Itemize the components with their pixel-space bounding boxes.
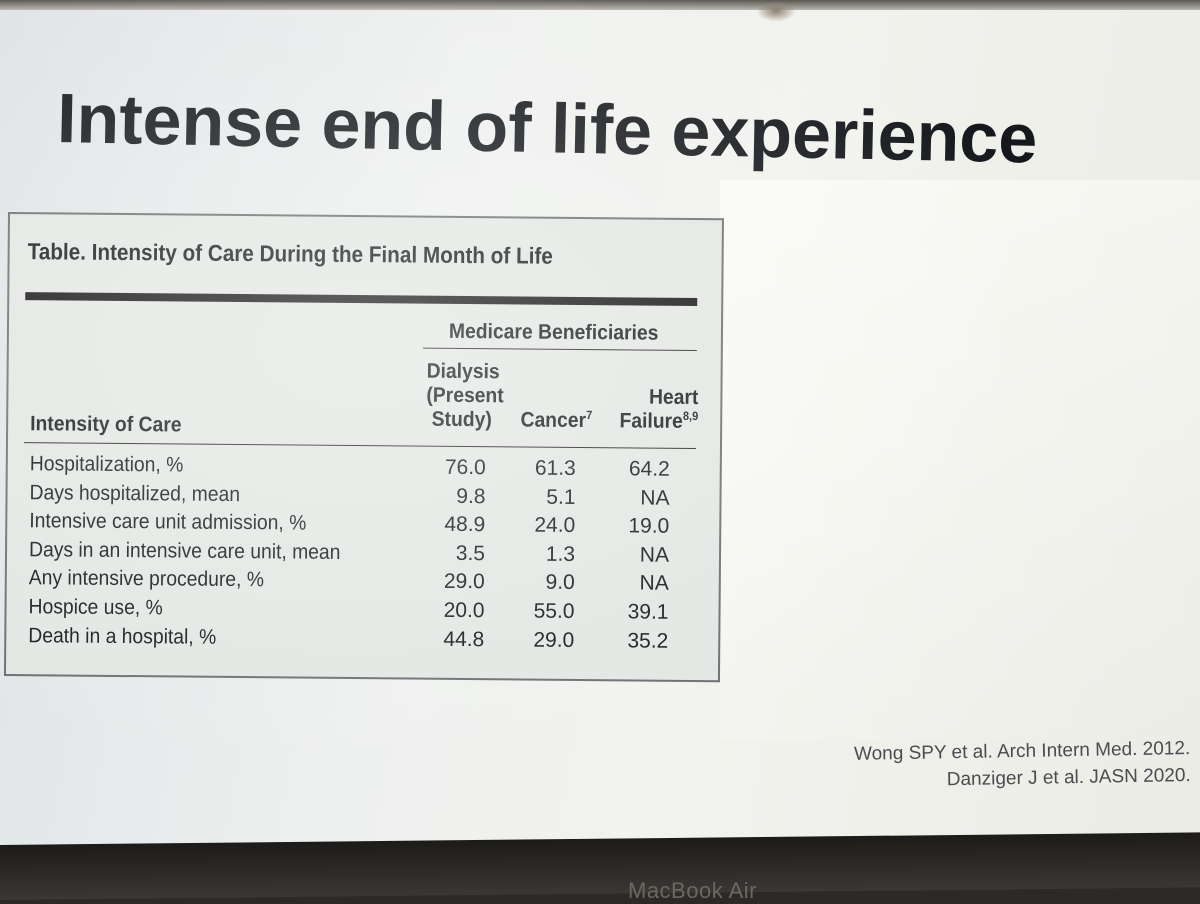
column-header-dialysis-line3: Study)	[431, 407, 492, 432]
laptop-screen: Intense end of life experience Table. In…	[0, 0, 1200, 860]
dust-speck	[756, 0, 796, 22]
cell-dialysis: 3.5	[455, 541, 486, 565]
row-header: Intensity of Care	[30, 412, 182, 437]
cell-cancer: 61.3	[534, 456, 576, 480]
cell-heart-failure: NA	[639, 543, 670, 567]
cell-cancer: 9.0	[545, 571, 575, 595]
cell-heart-failure: NA	[639, 571, 669, 596]
row-label: Days in an intensive care unit, mean	[28, 537, 341, 564]
cell-cancer: 55.0	[533, 599, 575, 623]
row-label: Hospice use, %	[28, 595, 163, 620]
group-header: Medicare Beneficiaries	[448, 319, 659, 345]
cell-dialysis: 9.8	[456, 484, 486, 508]
row-label: Intensive care unit admission, %	[29, 509, 307, 535]
cell-heart-failure: 19.0	[628, 514, 670, 538]
row-label: Days hospitalized, mean	[29, 480, 241, 506]
cell-dialysis: 48.9	[444, 513, 486, 537]
cell-heart-failure: 64.2	[628, 457, 670, 481]
header-rule	[23, 442, 696, 450]
cell-cancer: 5.1	[546, 485, 576, 509]
table-body: Hospitalization, % 76.0 61.3 64.2 Days h…	[6, 452, 720, 658]
screen-bezel-top	[0, 0, 1200, 10]
group-header-rule	[422, 347, 697, 352]
cell-cancer: 29.0	[533, 628, 575, 652]
cell-heart-failure: NA	[640, 486, 670, 510]
cell-dialysis: 76.0	[444, 455, 486, 480]
column-header-heart-failure: Heart Failure8,9	[588, 385, 699, 434]
cell-cancer: 24.0	[534, 513, 576, 538]
slide-title: Intense end of life experience	[56, 78, 1039, 178]
row-label: Any intensive procedure, %	[28, 566, 265, 592]
cell-dialysis: 44.8	[443, 627, 485, 651]
laptop-brand-label: MacBook Air	[628, 878, 757, 903]
table-row: Death in a hospital, % 44.8 29.0 35.2	[6, 624, 718, 659]
cell-cancer: 1.3	[545, 542, 576, 566]
column-header-heart-ref: 8,9	[682, 408, 699, 424]
row-label: Death in a hospital, %	[28, 623, 217, 649]
column-header-cancer-label: Cancer	[520, 408, 587, 433]
column-header-dialysis-line1: Dialysis	[426, 359, 500, 384]
citations: Wong SPY et al. Arch Intern Med. 2012. D…	[820, 735, 1191, 795]
column-header-heart-label: Failure	[619, 409, 683, 433]
row-label: Hospitalization, %	[29, 452, 184, 477]
cell-dialysis: 29.0	[443, 570, 485, 594]
column-header-heart-line1: Heart	[648, 385, 699, 410]
table-caption: Table. Intensity of Care During the Fina…	[27, 238, 553, 269]
laptop-bezel-bottom	[0, 832, 1200, 900]
table-top-rule	[25, 292, 698, 307]
care-intensity-table: Table. Intensity of Care During the Fina…	[3, 212, 724, 683]
column-header-dialysis-line2: (Present	[426, 383, 504, 408]
cell-heart-failure: 39.1	[627, 600, 669, 624]
cell-heart-failure: 35.2	[627, 628, 669, 653]
screen-glare	[720, 180, 1200, 740]
column-header-dialysis: Dialysis (Present Study)	[426, 360, 504, 433]
cell-dialysis: 20.0	[443, 598, 485, 623]
column-header-cancer: Cancer7	[518, 408, 592, 433]
